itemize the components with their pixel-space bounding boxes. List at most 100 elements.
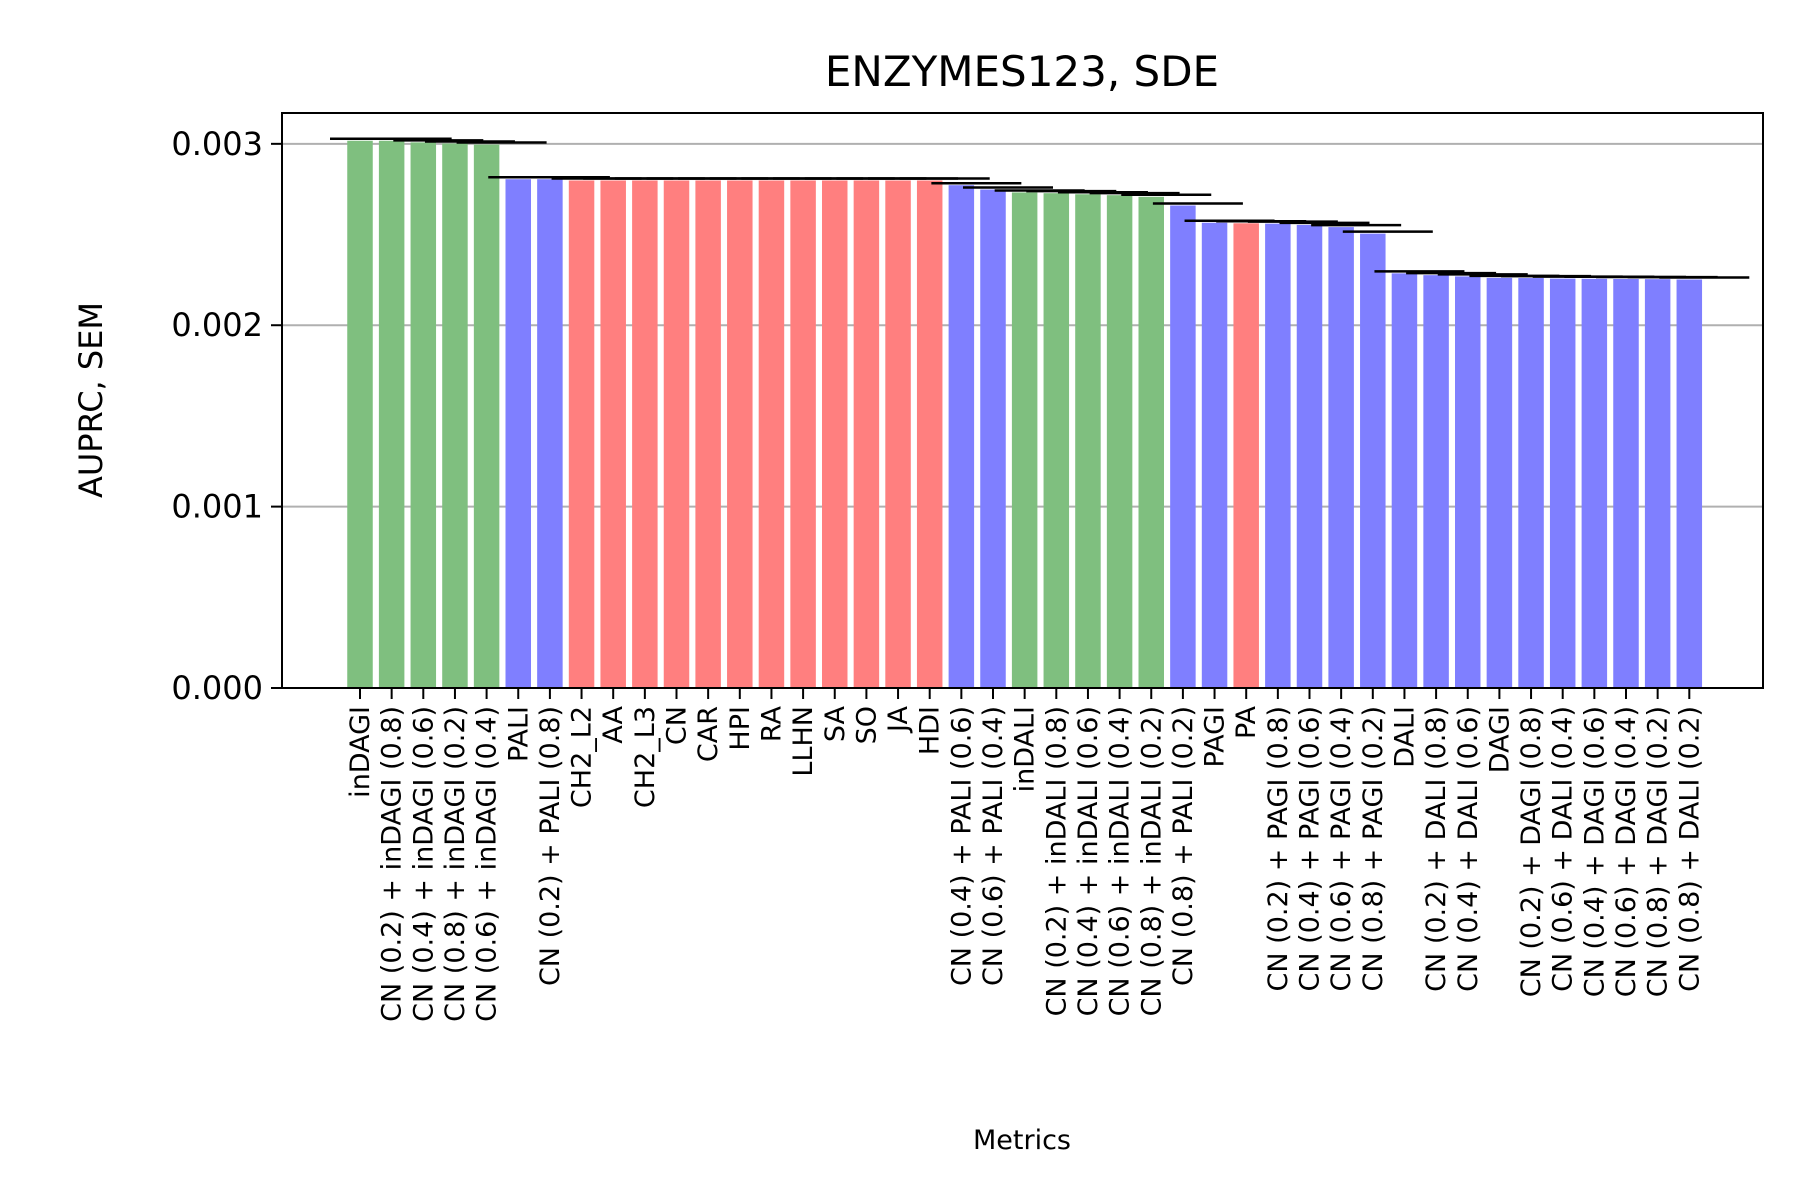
- bar: [1296, 224, 1323, 689]
- bar: [853, 180, 880, 689]
- bar: [1423, 275, 1449, 688]
- bar: [600, 180, 626, 689]
- x-axis: inDAGI CN (0.2) + inDAGI (0.8) CN (0.4) + …: [345, 688, 1705, 1022]
- bar: [1360, 233, 1386, 688]
- bar: [1486, 277, 1513, 688]
- x-tick-label: JA: [883, 705, 914, 733]
- bar: [442, 143, 468, 688]
- bar: [822, 180, 848, 689]
- x-tick-label: CN (0.2) + PAGI (0.8): [1263, 706, 1294, 991]
- bar: [410, 142, 437, 688]
- bar: [980, 189, 1006, 688]
- x-tick-label: HPI: [725, 706, 756, 751]
- bar: [505, 179, 531, 689]
- x-tick-label: CN (0.2) + DALI (0.8): [1421, 706, 1452, 992]
- bar: [663, 180, 690, 689]
- x-tick-label: CN (0.4) + DAGI (0.6): [1579, 706, 1610, 997]
- errorbar-layer: [330, 137, 1750, 279]
- x-tick-label: CN (0.2) + DAGI (0.8): [1516, 706, 1547, 997]
- x-tick-label: CN (0.6) + PAGI (0.4): [1326, 706, 1357, 991]
- bar: [378, 140, 405, 688]
- x-tick-label: HDI: [915, 706, 946, 755]
- bar: [1391, 273, 1418, 688]
- x-tick-label: LLHN: [788, 706, 819, 777]
- x-tick-label: CN (0.6) + DAGI (0.4): [1611, 706, 1642, 997]
- bar: [1644, 279, 1671, 688]
- x-tick-label: CN (0.4) + DALI (0.6): [1453, 706, 1484, 992]
- bar: [568, 180, 595, 689]
- x-tick-label: SO: [851, 706, 882, 744]
- x-tick-label: CN (0.8) + DAGI (0.2): [1643, 706, 1674, 997]
- bar: [1518, 278, 1544, 688]
- y-tick-label: 0.002: [171, 306, 263, 344]
- x-tick-label: CN: [662, 706, 693, 745]
- x-tick-label: CN (0.6) + inDALI (0.4): [1105, 706, 1136, 1016]
- plot-frame: [281, 112, 1764, 689]
- bar: [347, 140, 373, 688]
- x-tick-label: CN (0.4) + PAGI (0.6): [1295, 706, 1326, 991]
- bar: [1170, 205, 1196, 689]
- x-tick-label: CN (0.6) + DALI (0.4): [1548, 706, 1579, 992]
- x-tick-label: SA: [820, 705, 851, 742]
- bar: [1328, 227, 1354, 688]
- y-axis: 0.000 0.001 0.002 0.003: [171, 125, 282, 707]
- x-tick-label: RA: [756, 705, 787, 742]
- y-tick-label: 0.001: [171, 488, 263, 526]
- x-tick-label: CN (0.8) + DALI (0.2): [1674, 706, 1705, 992]
- bar: [632, 180, 658, 689]
- x-tick-label: inDALI: [1010, 706, 1041, 792]
- x-tick-label: CN (0.4) + PALI (0.6): [946, 706, 977, 986]
- x-tick-label: CN (0.4) + inDALI (0.6): [1073, 706, 1104, 1016]
- x-tick-label: CN (0.4) + inDAGI (0.6): [408, 706, 439, 1022]
- x-tick-label: CH2_L3: [630, 706, 661, 808]
- x-tick-label: CN (0.2) + PALI (0.8): [535, 706, 566, 986]
- x-tick-label: CN (0.8) + PAGI (0.2): [1358, 706, 1389, 991]
- bar: [1676, 279, 1703, 688]
- y-tick-label: 0.003: [171, 125, 263, 163]
- x-tick-label: CN (0.2) + inDALI (0.8): [1041, 706, 1072, 1016]
- bar: [948, 185, 975, 688]
- x-tick-label: CN (0.6) + inDAGI (0.4): [472, 706, 503, 1022]
- bar: [1043, 193, 1070, 688]
- x-tick-label: CN (0.8) + inDALI (0.2): [1136, 706, 1167, 1016]
- bar: [695, 180, 721, 689]
- x-tick-label: DAGI: [1484, 706, 1515, 773]
- x-tick-label: AA: [598, 705, 629, 743]
- x-tick-label: CN (0.2) + inDAGI (0.8): [377, 706, 408, 1022]
- bar: [727, 180, 753, 689]
- bar: [1011, 192, 1038, 689]
- bar: [1201, 222, 1228, 688]
- bar: [1455, 276, 1481, 688]
- bar: [1075, 194, 1101, 688]
- x-tick-label: DALI: [1389, 706, 1420, 768]
- chart-title: ENZYMES123, SDE: [825, 47, 1219, 96]
- bar: [1138, 196, 1164, 688]
- x-tick-label: CN (0.6) + PALI (0.4): [978, 706, 1009, 986]
- x-tick-label: CH2_L2: [567, 706, 598, 808]
- bar: [1233, 223, 1259, 688]
- x-tick-label: inDAGI: [345, 706, 376, 798]
- y-axis-label: AUPRC, SEM: [72, 302, 110, 498]
- bar: [885, 180, 911, 689]
- bar: [1265, 223, 1291, 689]
- x-tick-label: CN (0.8) + inDAGI (0.2): [440, 706, 471, 1022]
- x-tick-label: PALI: [503, 706, 534, 762]
- x-tick-label: CN (0.8) + PALI (0.2): [1168, 706, 1199, 986]
- x-tick-label: CAR: [693, 706, 724, 762]
- bar: [916, 180, 943, 689]
- bar: [473, 144, 500, 688]
- bar: [1581, 278, 1608, 688]
- x-axis-label: Metrics: [973, 1125, 1071, 1156]
- bar: [758, 180, 785, 689]
- bar: [790, 180, 816, 689]
- bar: [1613, 278, 1639, 688]
- y-tick-label: 0.000: [171, 669, 263, 707]
- bar: [537, 179, 563, 689]
- bars-layer: [347, 140, 1703, 689]
- bar: [1549, 278, 1576, 688]
- x-tick-label: PAGI: [1200, 706, 1231, 767]
- bar: [1106, 195, 1133, 688]
- x-tick-label: PA: [1231, 705, 1262, 739]
